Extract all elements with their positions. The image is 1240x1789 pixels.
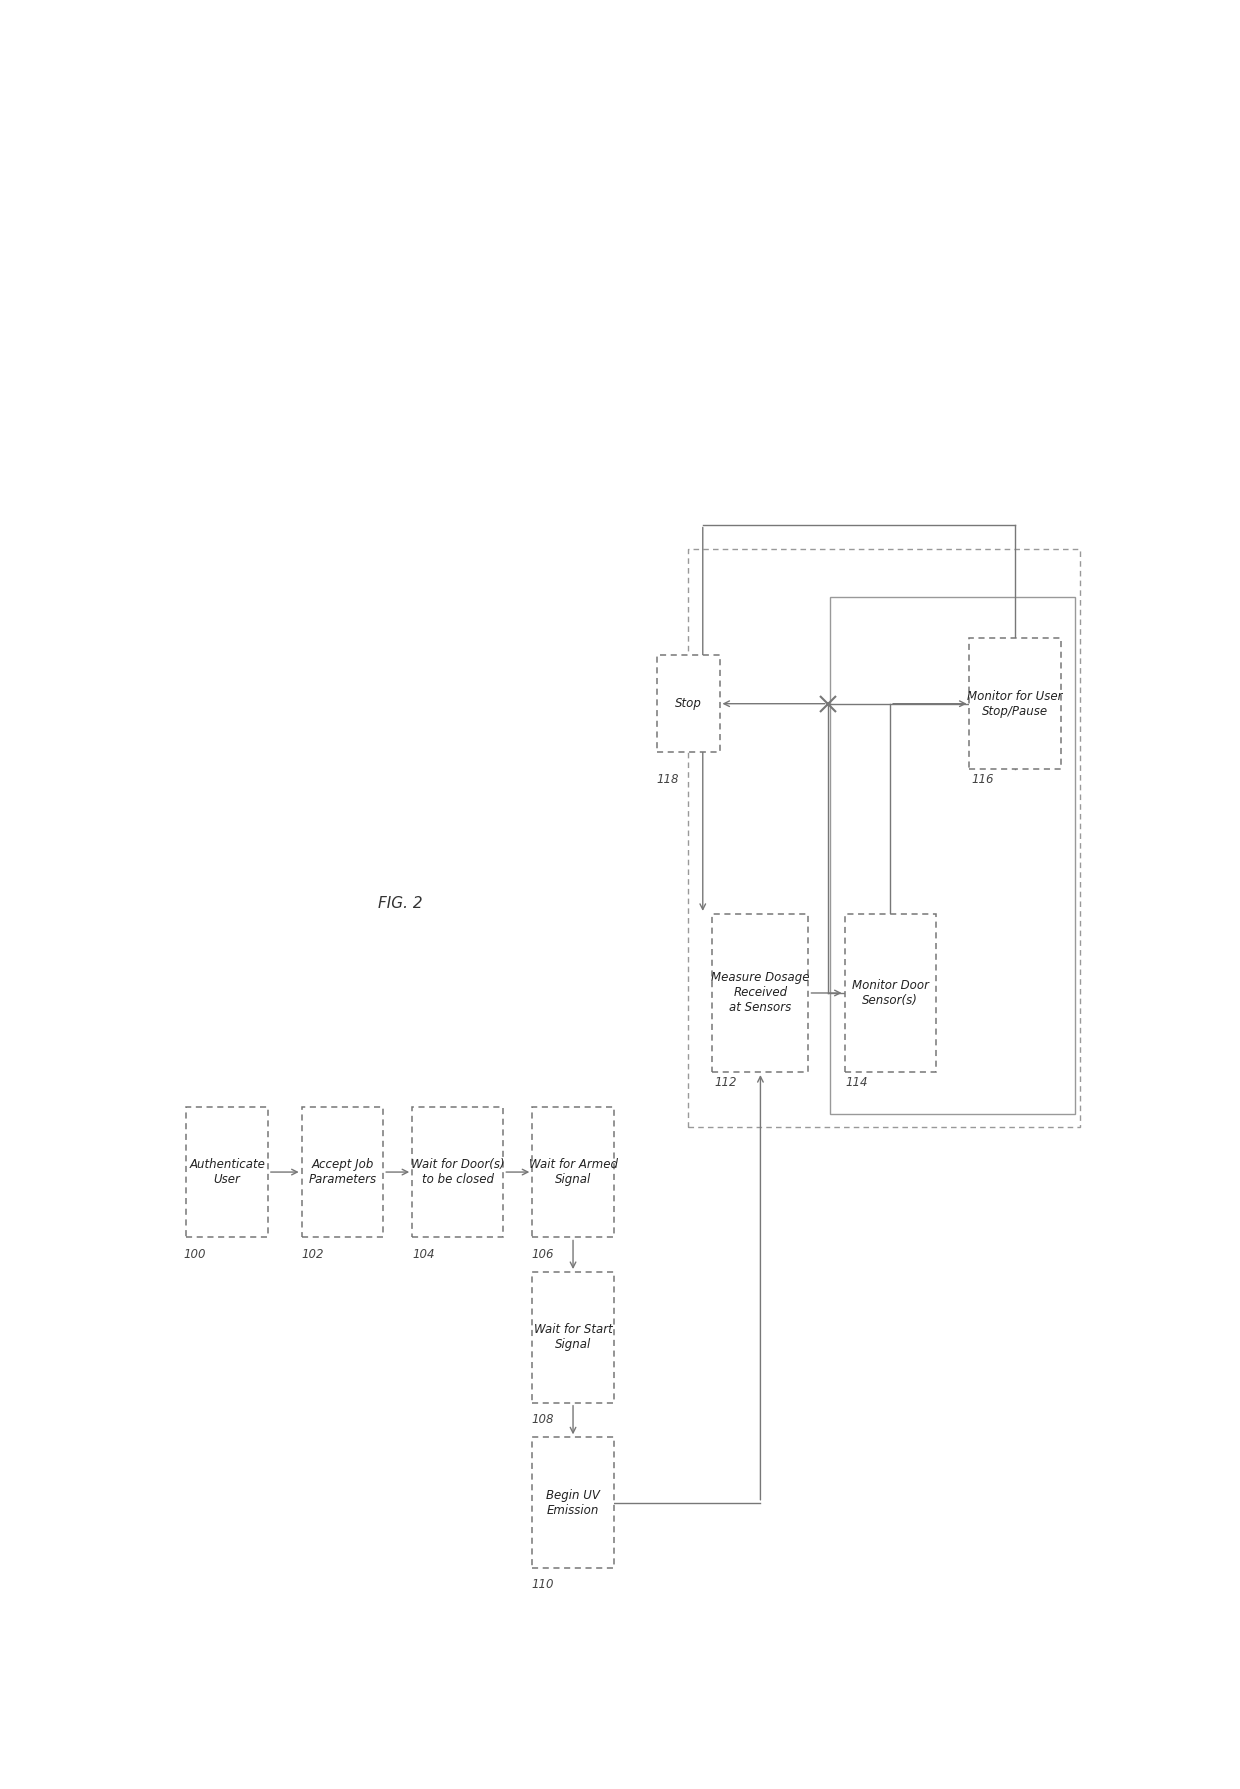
Bar (301, 1107, 383, 1238)
Bar (412, 1107, 503, 1238)
Text: FIG. 2: FIG. 2 (378, 896, 423, 911)
Text: Authenticate
User: Authenticate User (190, 1157, 265, 1186)
Text: 102: 102 (301, 1249, 324, 1261)
Text: 100: 100 (184, 1249, 206, 1261)
Text: Wait for Armed
Signal: Wait for Armed Signal (528, 1157, 618, 1186)
Bar (688, 549, 1080, 1127)
Bar (657, 655, 719, 751)
Text: 104: 104 (413, 1249, 435, 1261)
Text: 116: 116 (972, 773, 994, 785)
Bar (532, 1272, 614, 1403)
Text: 108: 108 (532, 1413, 554, 1426)
Bar (186, 1107, 268, 1238)
Text: 110: 110 (532, 1578, 554, 1592)
Bar (532, 1437, 614, 1569)
Text: Stop: Stop (675, 698, 702, 710)
Text: Wait for Door(s)
to be closed: Wait for Door(s) to be closed (410, 1157, 505, 1186)
Text: Measure Dosage
Received
at Sensors: Measure Dosage Received at Sensors (712, 971, 810, 1014)
Bar (970, 639, 1060, 769)
Bar (844, 914, 936, 1072)
Text: Wait for Start
Signal: Wait for Start Signal (533, 1324, 613, 1351)
Text: Monitor Door
Sensor(s): Monitor Door Sensor(s) (852, 979, 929, 1007)
Text: 112: 112 (714, 1075, 737, 1090)
Bar (712, 914, 808, 1072)
Text: Begin UV
Emission: Begin UV Emission (546, 1488, 600, 1517)
Text: 114: 114 (844, 1075, 868, 1090)
Text: Monitor for User
Stop/Pause: Monitor for User Stop/Pause (967, 691, 1063, 717)
Text: Accept Job
Parameters: Accept Job Parameters (309, 1157, 377, 1186)
Text: 106: 106 (532, 1249, 554, 1261)
Text: 118: 118 (657, 773, 680, 785)
Bar (532, 1107, 614, 1238)
Bar (830, 598, 1075, 1113)
